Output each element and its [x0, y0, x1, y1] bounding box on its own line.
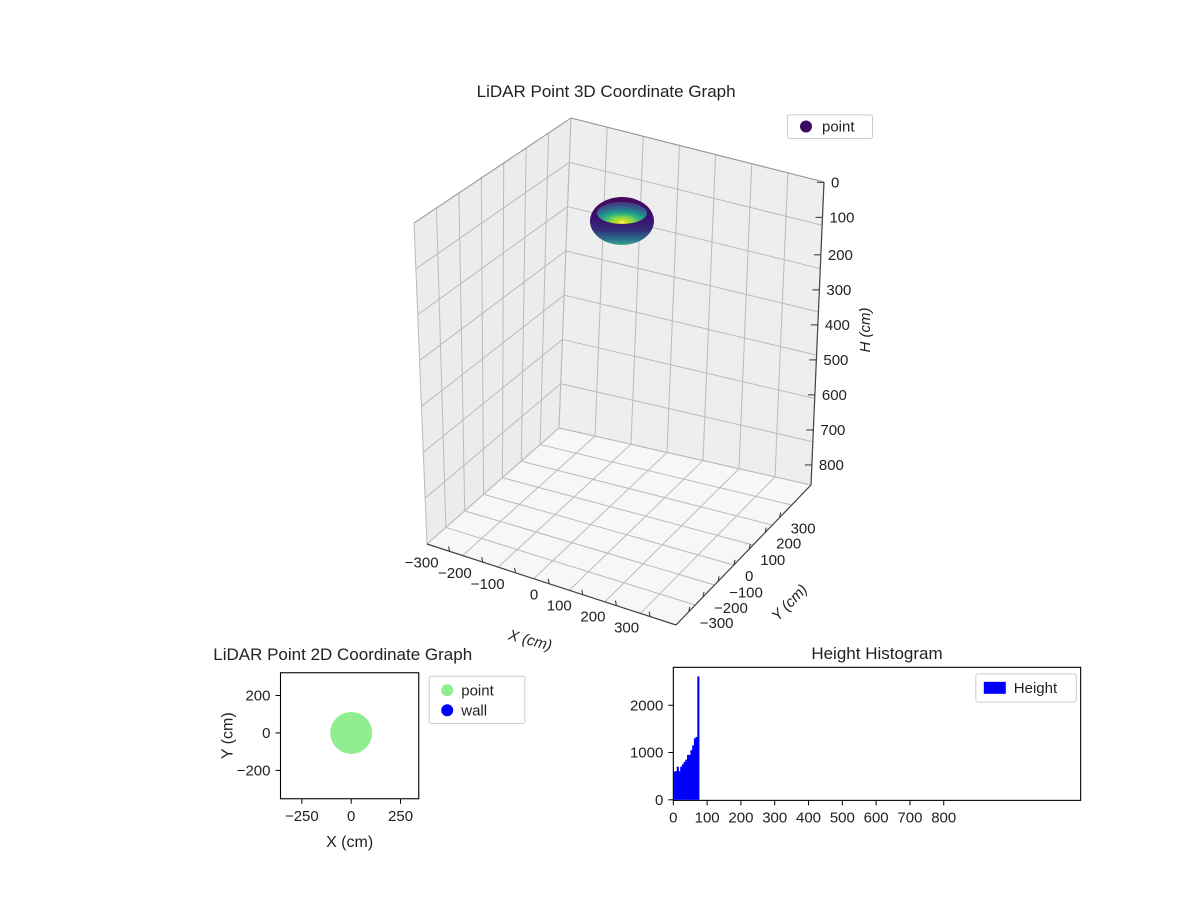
svg-text:800: 800	[931, 809, 956, 826]
svg-text:X (cm): X (cm)	[326, 834, 373, 851]
svg-text:400: 400	[796, 809, 821, 826]
svg-text:250: 250	[388, 808, 413, 825]
svg-text:−200: −200	[237, 762, 271, 779]
svg-text:600: 600	[864, 809, 889, 826]
svg-text:0: 0	[655, 792, 663, 809]
svg-text:2000: 2000	[630, 697, 663, 714]
svg-text:Height: Height	[1014, 680, 1058, 697]
svg-text:100: 100	[695, 809, 720, 826]
svg-text:500: 500	[830, 809, 855, 826]
svg-text:200: 200	[728, 809, 753, 826]
svg-text:LiDAR Point 2D Coordinate Grap: LiDAR Point 2D Coordinate Graph	[213, 645, 472, 664]
svg-text:Y (cm): Y (cm)	[220, 712, 237, 759]
svg-text:point: point	[461, 682, 494, 699]
svg-text:1000: 1000	[630, 745, 663, 762]
svg-text:200: 200	[245, 688, 270, 705]
svg-text:700: 700	[897, 809, 922, 826]
svg-text:300: 300	[762, 809, 787, 826]
svg-text:−250: −250	[285, 808, 319, 825]
svg-text:0: 0	[262, 725, 270, 742]
svg-text:wall: wall	[460, 702, 487, 719]
svg-text:Height Histogram: Height Histogram	[811, 644, 942, 663]
svg-text:0: 0	[347, 808, 355, 825]
svg-text:0: 0	[669, 809, 677, 826]
